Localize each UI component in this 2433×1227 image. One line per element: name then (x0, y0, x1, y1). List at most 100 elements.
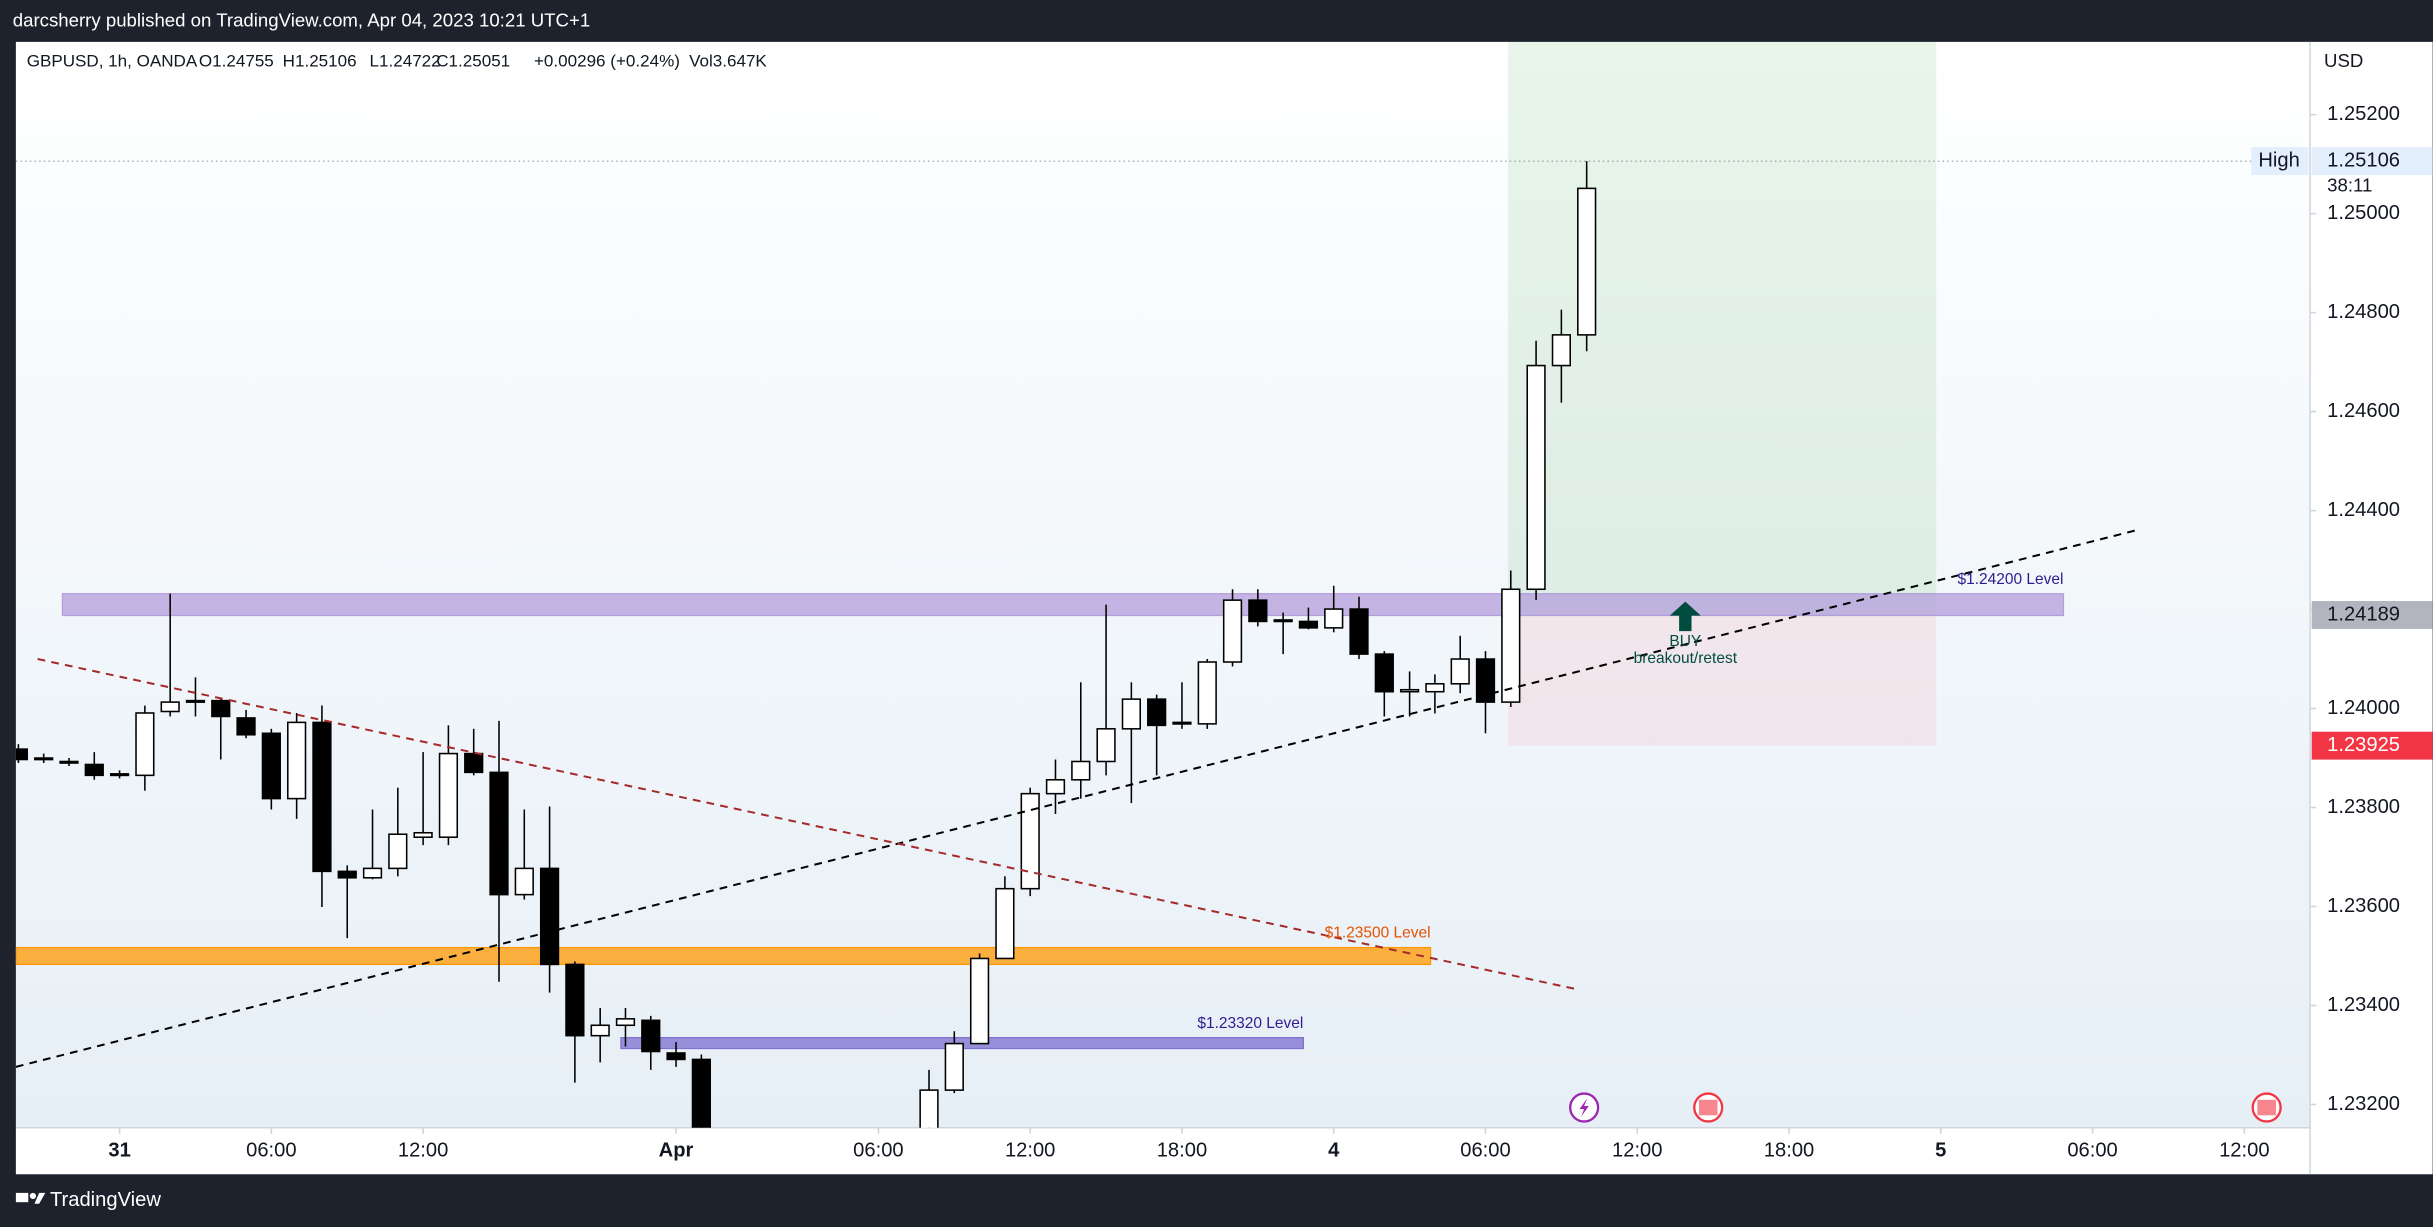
price-tag: High (2258, 149, 2299, 171)
candle-body (261, 732, 281, 800)
legend-item: GBPUSD, 1h, OANDA (27, 52, 198, 71)
buy-arrow (1669, 601, 1701, 632)
candle-body (1475, 658, 1496, 703)
candle-body (1450, 658, 1470, 685)
candle-body (1526, 364, 1546, 591)
x-tick-label: 06:00 (1460, 1139, 1510, 1161)
candle-body (1399, 688, 1420, 693)
level-zone (15, 946, 1432, 966)
candle-body (337, 870, 357, 879)
y-tick-label: 1.23800 (2327, 796, 2400, 818)
position-profit (1508, 41, 1937, 615)
candle-body (969, 957, 990, 1045)
candle-body (59, 760, 79, 764)
overlay: GBPUSD, 1h, OANDA O1.24755 H1.25106 L1.2472… (27, 52, 2433, 1161)
y-tick-label: 1.24400 (2327, 499, 2400, 521)
candle-body (1222, 599, 1243, 663)
y-tick-label: 1.25000 (2327, 202, 2400, 224)
candle-body (514, 867, 534, 896)
x-tick-label: 18:00 (1157, 1139, 1207, 1161)
legend-item: +0.00296 (+0.24%) (534, 52, 680, 71)
x-tick-label: 12:00 (398, 1139, 448, 1161)
level-label: $1.24200 Level (1957, 571, 2063, 588)
candle-body (919, 1089, 939, 1128)
price-tag-box (2251, 147, 2309, 176)
y-tick-label: 1.24800 (2327, 301, 2400, 323)
candle-body (160, 701, 180, 713)
x-tick-label: 12:00 (1005, 1139, 1055, 1161)
candle-body (489, 771, 509, 896)
candle-body (464, 752, 484, 774)
x-tick-label: Apr (659, 1139, 694, 1161)
price-label: 1.24189 (2327, 603, 2400, 625)
candle-body (362, 867, 383, 879)
footer-logo (15, 1192, 46, 1204)
level-label: $1.23500 Level (1325, 925, 1431, 942)
candle-body (615, 1018, 636, 1027)
candle-body (565, 963, 585, 1037)
trendline (37, 658, 1577, 991)
candle-body (1172, 721, 1192, 725)
candle-body (1273, 619, 1293, 623)
candle-body (1298, 620, 1319, 629)
plot-area (15, 41, 2311, 1128)
position-loss (1508, 614, 1937, 746)
countdown: 38:11 (2327, 175, 2372, 196)
price-label-box (2311, 601, 2433, 629)
candle-body (666, 1052, 686, 1061)
candle-body (185, 699, 206, 703)
price-label: 1.25106 (2327, 149, 2400, 171)
y-tick-label: 1.23200 (2327, 1093, 2400, 1115)
x-tick-label: 12:00 (1612, 1139, 1662, 1161)
price-label-box (2311, 731, 2433, 760)
time-axis (15, 1127, 2311, 1175)
candle-body (388, 833, 408, 870)
candle-body (641, 1019, 661, 1053)
event-icons (1569, 1092, 2282, 1123)
publish-line: darcsherry published on TradingView.com,… (13, 10, 590, 31)
x-tick-label: 4 (1328, 1139, 1340, 1161)
candle-body (34, 757, 54, 761)
candle-body (15, 748, 29, 761)
candle-body (1551, 334, 1572, 367)
price-label: 1.23925 (2327, 734, 2400, 756)
candle-body (1374, 653, 1394, 693)
candle-body (1324, 608, 1344, 629)
candle-body (135, 712, 155, 777)
candle-body (590, 1024, 610, 1037)
candle-body (1425, 683, 1445, 693)
y-tick-label: 1.24600 (2327, 400, 2400, 422)
y-tick-label: 1.24000 (2327, 697, 2400, 719)
x-tick-label: 06:00 (246, 1139, 296, 1161)
candle-body (84, 763, 104, 777)
x-tick-label: 12:00 (2219, 1139, 2269, 1161)
candle-body (287, 721, 307, 800)
legend-item: C1.25051 (436, 52, 510, 71)
candle-body (1349, 608, 1369, 655)
x-tick-label: 06:00 (2067, 1139, 2117, 1161)
plot (15, 41, 2311, 1128)
candle-body (944, 1042, 964, 1091)
legend-item: H1.25106 (283, 52, 357, 71)
annotation-text: BUY (1669, 633, 1701, 650)
x-tick-label: 18:00 (1764, 1139, 1814, 1161)
candle-body (539, 867, 560, 966)
candle-body (995, 887, 1015, 960)
x-tick-label: 06:00 (853, 1139, 903, 1161)
candle-body (1071, 760, 1091, 781)
candle-body (1147, 698, 1167, 727)
candle-body (1197, 661, 1217, 725)
candle-body (1020, 792, 1040, 890)
candle-body (1096, 728, 1116, 763)
currency: USD (2324, 50, 2363, 71)
level-label: $1.23320 Level (1197, 1015, 1303, 1032)
candle-body (1121, 698, 1141, 730)
x-tick-label: 5 (1935, 1139, 1946, 1161)
candle-body (413, 831, 433, 838)
candle-body (1577, 187, 1597, 336)
candle-body (1248, 599, 1268, 623)
candle-body (691, 1058, 711, 1128)
y-tick-label: 1.23600 (2327, 895, 2400, 917)
